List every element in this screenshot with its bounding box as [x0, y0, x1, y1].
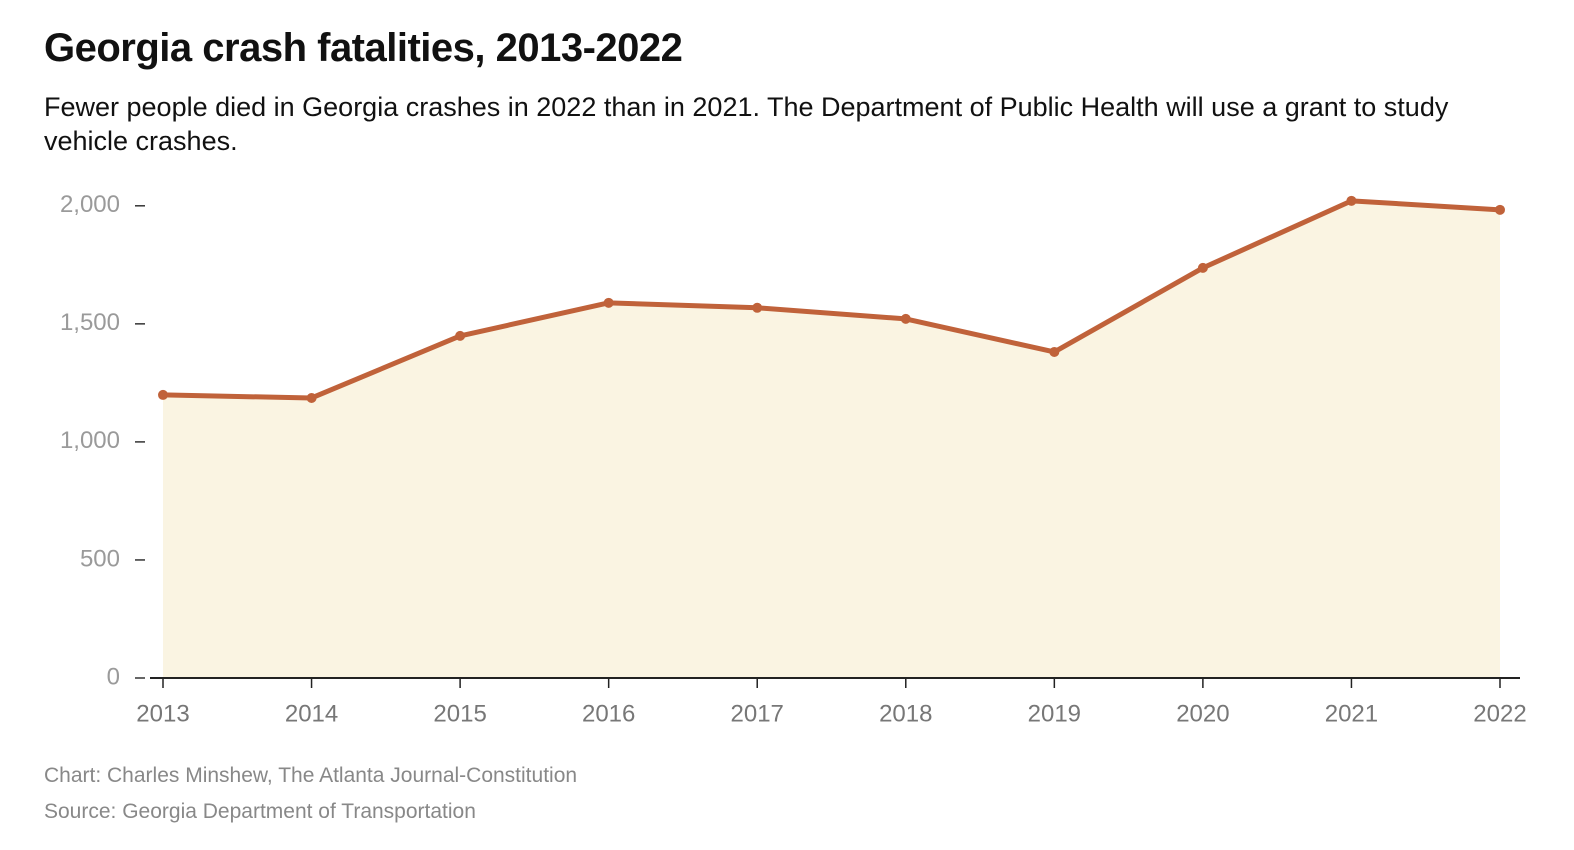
point — [603, 297, 614, 308]
line — [162, 198, 1501, 401]
x-tick-label: 2021 — [1325, 700, 1378, 727]
x-tick-label: 2014 — [285, 700, 338, 727]
y-tick-label: 1,500 — [60, 309, 120, 336]
point — [158, 389, 168, 400]
x-tick-label: 2018 — [879, 700, 932, 727]
y-tick-label: 500 — [80, 545, 120, 572]
point — [1495, 204, 1505, 215]
point — [1197, 262, 1208, 273]
source: Source: Georgia Department of Transporta… — [44, 800, 476, 823]
x-tick-label: 2013 — [136, 700, 189, 727]
y-tick-label: 1,000 — [60, 427, 120, 454]
x-tick-label: 2015 — [433, 700, 486, 727]
point — [455, 330, 466, 341]
point — [1346, 195, 1357, 206]
chart-subtitle: Fewer people died in Georgia crashes in … — [44, 92, 1449, 156]
x-tick-label: 2019 — [1028, 700, 1081, 727]
chart-title: Georgia crash fatalities, 2013-2022 — [44, 26, 683, 70]
point — [752, 302, 763, 313]
y-tick-label: 0 — [107, 663, 120, 690]
x-tick-label: 2016 — [582, 700, 635, 727]
area — [163, 200, 1500, 678]
point — [1049, 346, 1060, 357]
x-tick-label: 2022 — [1473, 700, 1526, 727]
point — [306, 392, 317, 403]
y-tick-label: 2,000 — [60, 191, 120, 218]
point — [900, 313, 911, 324]
x-tick-label: 2017 — [731, 700, 784, 727]
credit: Chart: Charles Minshew, The Atlanta Jour… — [44, 764, 578, 787]
x-tick-label: 2020 — [1176, 700, 1229, 727]
